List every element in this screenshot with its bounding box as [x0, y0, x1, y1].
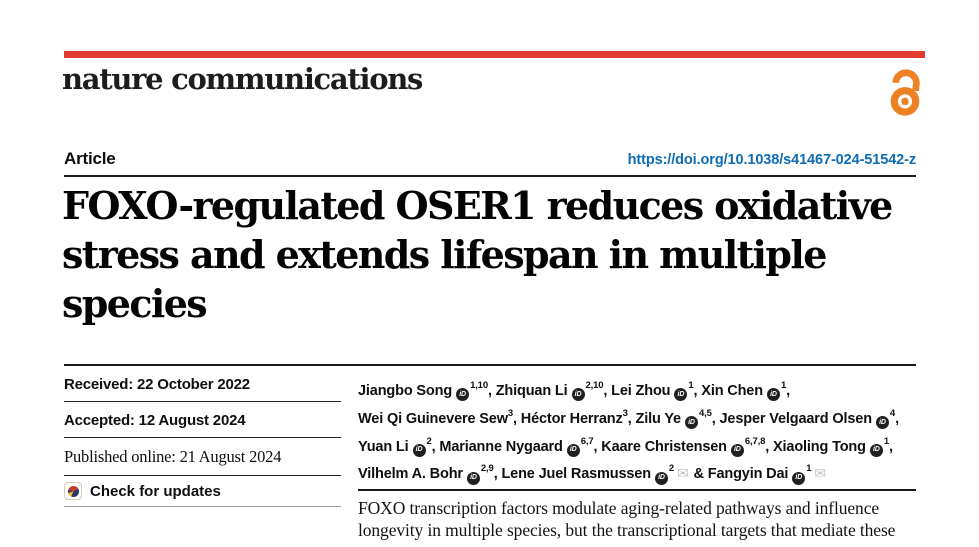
orcid-icon[interactable]: iD	[792, 471, 806, 485]
affiliation-superscript: 1	[806, 463, 812, 475]
orcid-icon[interactable]: iD	[674, 388, 688, 402]
header-divider	[64, 175, 916, 177]
author-line: Jiangbo Song iD1,10, Zhiquan Li iD2,10, Le…	[358, 375, 968, 403]
author-separator: ,	[593, 438, 602, 455]
brand-accent-bar	[64, 51, 925, 58]
author-separator: ,	[895, 410, 899, 427]
author-name: Marianne Nygaard	[439, 438, 563, 455]
orcid-icon[interactable]: iD	[466, 471, 480, 485]
orcid-icon[interactable]: iD	[456, 388, 470, 402]
author-separator: ,	[888, 438, 893, 455]
journal-logo: nature communications	[62, 62, 423, 96]
author-separator: ,	[603, 382, 612, 399]
affiliation-superscript: 6,7	[580, 435, 594, 447]
affiliation-superscript: 2	[426, 435, 432, 447]
check-for-updates-label: Check for updates	[90, 482, 221, 500]
check-for-updates-badge[interactable]: Check for updates	[64, 476, 341, 507]
affiliation-superscript: 2,10	[585, 380, 604, 391]
published-date: Published online: 21 August 2024	[64, 438, 341, 476]
affiliation-superscript: 4	[889, 407, 896, 419]
author-name: Lene Juel Rasmussen	[501, 466, 651, 483]
crossmark-circle	[67, 485, 79, 497]
author-list: Jiangbo Song iD1,10, Zhiquan Li iD2,10, Le…	[358, 366, 968, 486]
author-name: Wei Qi Guinevere Sew	[358, 410, 508, 427]
author-name: Xin Chen	[701, 382, 763, 399]
author-name: Jesper Velgaard Olsen	[719, 410, 873, 427]
author-separator: ,	[487, 382, 496, 399]
affiliation-superscript: 1	[688, 380, 694, 391]
accepted-date: Accepted: 12 August 2024	[64, 402, 341, 438]
open-access-icon	[890, 69, 920, 116]
meta-top-divider	[64, 364, 916, 366]
doi-link[interactable]: https://doi.org/10.1038/s41467-024-51542…	[627, 152, 916, 168]
author-separator: ,	[513, 410, 521, 427]
author-name: Lei Zhou	[611, 382, 671, 399]
affiliation-superscript: 3	[622, 407, 628, 419]
author-name: Kaare Christensen	[601, 438, 727, 455]
author-separator: ,	[711, 410, 720, 427]
orcid-icon[interactable]: iD	[566, 443, 580, 457]
email-icon[interactable]: ✉	[814, 466, 827, 483]
author-line: Wei Qi Guinevere Sew3, Héctor Herranz3, …	[358, 403, 968, 431]
author-name: Yuan Li	[358, 438, 409, 455]
affiliation-superscript: 4,5	[698, 407, 712, 419]
orcid-icon[interactable]: iD	[412, 443, 426, 457]
author-name: Zhiquan Li	[495, 382, 568, 399]
article-history-panel: Received: 22 October 2022 Accepted: 12 A…	[64, 366, 341, 507]
author-name: Fangyin Dai	[707, 466, 789, 483]
orcid-icon[interactable]: iD	[684, 416, 698, 430]
affiliation-superscript: 2	[668, 463, 675, 475]
author-name: Héctor Herranz	[520, 410, 623, 427]
author-line: Yuan Li iD2, Marianne Nygaard iD6,7, Kaare…	[358, 431, 968, 459]
affiliation-superscript: 1	[780, 380, 787, 391]
orcid-icon[interactable]: iD	[875, 416, 889, 430]
orcid-icon[interactable]: iD	[766, 388, 780, 402]
author-name: Zilu Ye	[635, 410, 682, 427]
abstract-text: FOXO transcription factors modulate agin…	[358, 498, 896, 540]
author-name: Vilhelm A. Bohr	[358, 466, 463, 483]
received-date: Received: 22 October 2022	[64, 366, 341, 402]
orcid-icon[interactable]: iD	[730, 443, 744, 457]
author-separator: ,	[693, 382, 702, 399]
author-separator: ,	[431, 438, 440, 455]
author-separator: ,	[493, 466, 502, 483]
author-separator: ,	[765, 438, 774, 455]
author-name: Xiaoling Tong	[773, 438, 866, 455]
orcid-icon[interactable]: iD	[869, 443, 883, 457]
orcid-icon[interactable]: iD	[571, 388, 585, 402]
author-name: Jiangbo Song	[358, 382, 453, 399]
article-title: FOXO-regulated OSER1 reduces oxidative s…	[62, 183, 893, 326]
author-separator: &	[689, 466, 708, 483]
affiliation-superscript: 3	[507, 407, 513, 419]
author-separator: ,	[786, 382, 790, 399]
article-type-label: Article	[64, 149, 116, 168]
affiliation-superscript: 2,9	[480, 463, 494, 475]
affiliation-superscript: 1,10	[470, 380, 488, 391]
affiliation-superscript: 1	[883, 435, 889, 447]
author-line: Vilhelm A. Bohr iD2,9, Lene Juel Rasmusse…	[358, 458, 968, 486]
abstract-divider	[358, 489, 916, 491]
crossmark-icon	[64, 482, 82, 500]
email-icon[interactable]: ✉	[677, 466, 689, 483]
affiliation-superscript: 6,7,8	[744, 435, 766, 447]
orcid-icon[interactable]: iD	[654, 471, 668, 485]
author-separator: ,	[627, 410, 636, 427]
